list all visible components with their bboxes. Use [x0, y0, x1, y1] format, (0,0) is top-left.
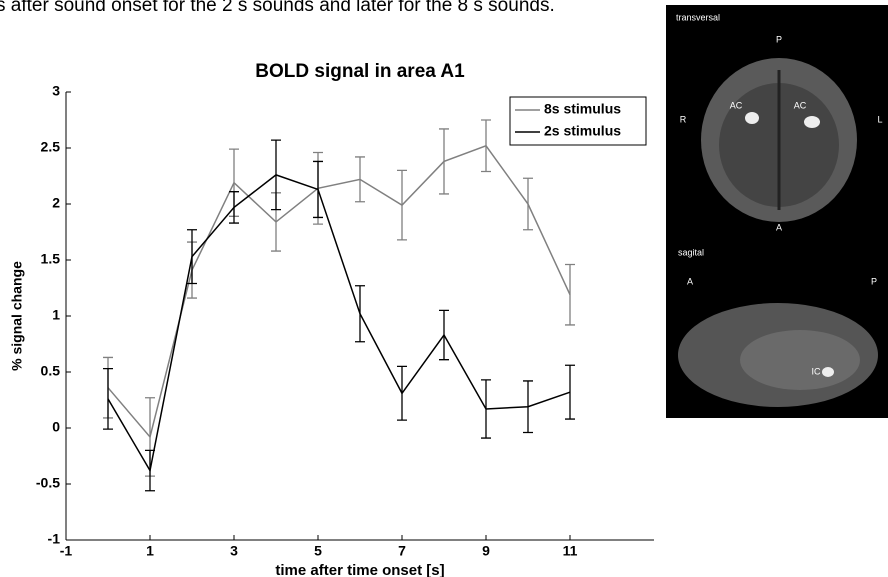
- image-label: P: [776, 34, 782, 44]
- x-tick-label: 5: [314, 543, 322, 559]
- brain-sagital-inner: [740, 330, 860, 390]
- y-tick-label: 0.5: [41, 363, 61, 379]
- image-label: A: [687, 276, 693, 286]
- legend-label: 8s stimulus: [544, 101, 621, 117]
- x-axis-label: time after time onset [s]: [275, 562, 444, 577]
- x-tick-label: 9: [482, 543, 490, 559]
- x-tick-label: -1: [60, 543, 73, 559]
- caption: s after sound onset for the 2 s sounds a…: [0, 0, 555, 16]
- image-label: R: [680, 114, 687, 124]
- ac-right: [804, 116, 820, 128]
- x-tick-label: 7: [398, 543, 406, 559]
- chart-title: BOLD signal in area A1: [255, 61, 465, 82]
- series-line: [108, 175, 570, 471]
- y-tick-label: 1: [52, 307, 60, 323]
- figure: s after sound onset for the 2 s sounds a…: [0, 0, 888, 577]
- series-line: [108, 146, 570, 437]
- image-label: AC: [794, 100, 807, 110]
- image-label: IC: [812, 366, 822, 376]
- image-label: transversal: [676, 12, 720, 22]
- image-label: P: [871, 276, 877, 286]
- y-tick-label: 3: [52, 83, 60, 99]
- ic-spot: [822, 367, 834, 377]
- y-tick-label: -0.5: [36, 475, 60, 491]
- y-tick-label: 2: [52, 195, 60, 211]
- mri-image: transversal P R L AC AC A sagital A P IC: [666, 5, 888, 418]
- y-tick-label: 0: [52, 419, 60, 435]
- x-tick-label: 1: [146, 543, 154, 559]
- image-label: L: [877, 114, 882, 124]
- image-label: AC: [730, 100, 743, 110]
- image-label: sagital: [678, 247, 704, 257]
- y-tick-label: -1: [48, 531, 61, 547]
- y-axis-label: % signal change: [9, 261, 25, 371]
- x-tick-label: 3: [230, 543, 238, 559]
- x-tick-label: 11: [563, 543, 578, 559]
- image-label: A: [776, 222, 782, 232]
- y-tick-label: 1.5: [41, 251, 61, 267]
- legend-label: 2s stimulus: [544, 123, 621, 139]
- y-tick-label: 2.5: [41, 139, 61, 155]
- ac-left: [745, 112, 759, 124]
